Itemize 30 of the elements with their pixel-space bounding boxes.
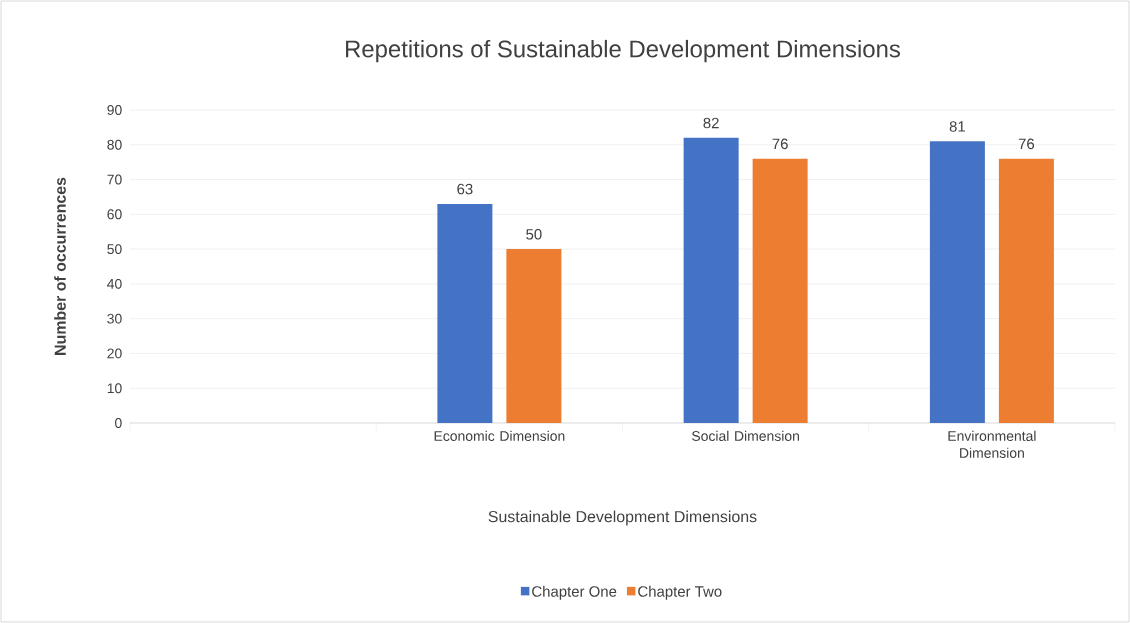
y-tick-label: 40 <box>107 278 122 289</box>
x-tick-label: Economic Dimension <box>434 430 565 441</box>
y-tick-label: 10 <box>107 383 122 394</box>
y-tick-label: 30 <box>107 313 122 324</box>
bar <box>506 249 562 423</box>
bar <box>752 158 808 423</box>
data-label: 76 <box>1018 138 1035 150</box>
legend-label: Chapter One <box>532 585 617 600</box>
legend-label: Chapter Two <box>638 585 722 600</box>
y-tick-label: 0 <box>115 418 122 428</box>
bar <box>683 137 739 423</box>
y-axis-title: Number of occurrences <box>54 177 66 355</box>
x-axis-title: Sustainable Development Dimensions <box>488 510 757 526</box>
bar <box>929 141 985 423</box>
chart-title: Repetitions of Sustainable Development Dimensions <box>346 39 900 63</box>
x-tick-label: Social Dimension <box>692 430 799 441</box>
y-tick-label: 70 <box>107 174 122 185</box>
y-tick-label: 20 <box>107 348 122 359</box>
bar <box>437 203 493 423</box>
y-tick-label: 90 <box>107 105 122 115</box>
data-label: 50 <box>526 229 542 240</box>
y-tick-label: 60 <box>107 209 122 220</box>
y-tick-label: 80 <box>107 139 122 150</box>
x-tick-label: Environmental Dimension <box>948 430 1036 458</box>
bar <box>998 158 1054 423</box>
data-label: 81 <box>949 121 965 132</box>
data-label: 76 <box>772 138 788 150</box>
y-tick-label: 50 <box>107 244 122 255</box>
data-label: 63 <box>457 183 473 195</box>
data-label: 82 <box>703 117 719 129</box>
